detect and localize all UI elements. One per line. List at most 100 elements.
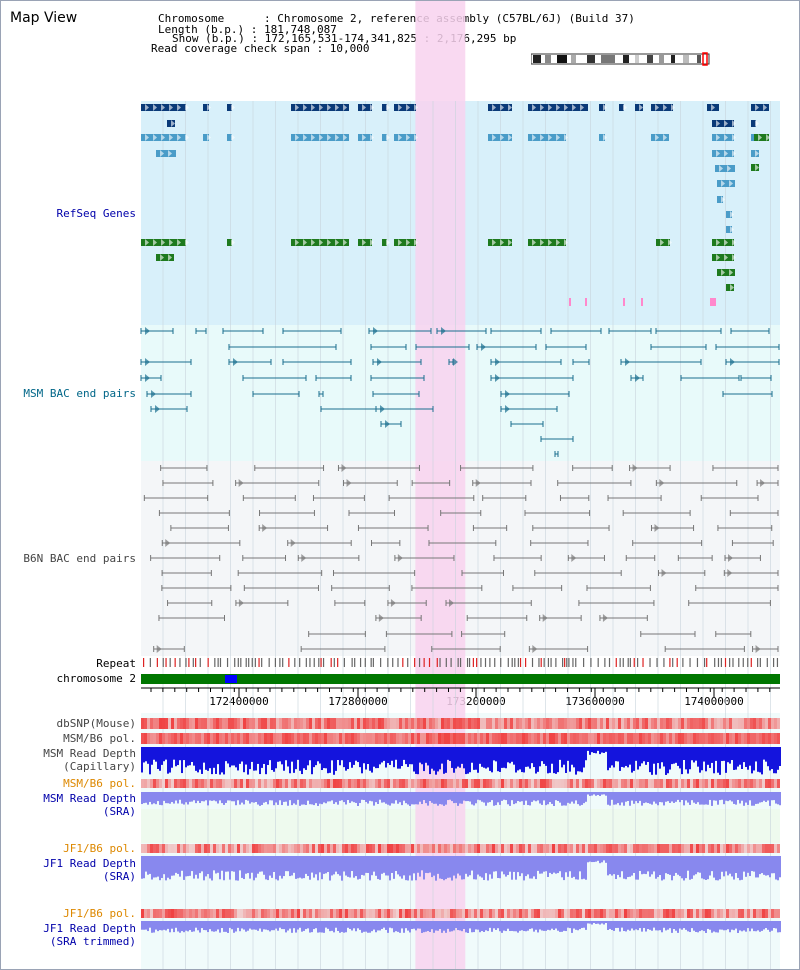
snp-density-cell [510,909,513,918]
read-depth-bar [725,747,727,773]
track-label-jf1-depth-trim[interactable]: JF1 Read Depth [43,922,136,935]
read-depth-bar [531,921,533,929]
snp-density-cell [618,733,621,744]
read-depth-bar [429,921,431,932]
snp-density-cell [660,779,663,788]
gene-strand-arrow [732,239,736,246]
read-depth-bar [343,856,345,872]
track-label-msm-depth-sra[interactable]: MSM Read Depth [43,792,136,805]
read-depth-bar [727,856,729,876]
snp-density-cell [381,718,384,729]
track-label-b6n-bac[interactable]: B6N BAC end pairs [23,552,136,565]
read-depth-bar [271,792,273,801]
snp-density-cell [156,718,159,729]
snp-density-cell [483,909,486,918]
read-depth-bar [295,856,297,879]
track-label-repeat[interactable]: Repeat [96,657,136,670]
snp-density-cell [144,779,147,788]
read-depth-bar [249,921,251,929]
snp-density-cell [750,733,753,744]
snp-density-cell [369,844,372,853]
read-depth-bar [191,921,193,932]
snp-density-cell [591,779,594,788]
snp-density-cell [690,844,693,853]
read-depth-bar [563,921,565,931]
track-label-msm-bac[interactable]: MSM BAC end pairs [23,387,136,400]
read-depth-bar [693,747,695,763]
read-depth-bar [559,792,561,803]
read-depth-bar [371,921,373,932]
read-depth-bar [473,856,475,880]
gene-strand-arrow [729,269,733,276]
snp-density-cell [444,779,447,788]
snp-density-cell [510,844,513,853]
read-depth-bar [199,747,201,770]
read-depth-bar [377,856,379,880]
track-label-jf1-b6-pol-1[interactable]: JF1/B6 pol. [63,842,136,855]
msm-bac-end-marker [145,374,150,382]
read-depth-bar [427,792,429,806]
read-depth-bar [687,747,689,774]
snp-density-cell [453,844,456,853]
track-label-msm-b6-pol-2[interactable]: MSM/B6 pol. [63,777,136,790]
track-label-msm-b6-pol-1[interactable]: MSM/B6 pol. [63,732,136,745]
read-depth-bar [771,792,773,801]
snp-density-cell [762,909,765,918]
read-depth-bar [627,856,629,878]
snp-density-cell [315,718,318,729]
read-depth-bar [551,792,553,804]
snp-density-cell [327,779,330,788]
read-depth-bar [379,921,381,931]
chromosome-ideogram[interactable] [531,52,711,66]
track-label-msm-depth-cap[interactable]: MSM Read Depth [43,747,136,760]
read-depth-bar [313,856,315,878]
snp-density-cell [534,909,537,918]
track-label-dbsnp[interactable]: dbSNP(Mouse) [56,717,136,730]
snp-density-cell [459,733,462,744]
snp-density-cell [666,733,669,744]
snp-density-cell [243,779,246,788]
snp-density-cell [660,909,663,918]
snp-density-cell [687,718,690,729]
gene-strand-arrow [177,239,181,246]
snp-density-cell [231,718,234,729]
read-depth-bar [173,856,175,876]
read-depth-bar [147,921,149,932]
read-depth-bar [579,747,581,772]
b6n-bac-end-marker [346,479,352,487]
snp-density-cell [408,844,411,853]
snp-density-cell [528,844,531,853]
track-label-jf1-b6-pol-2[interactable]: JF1/B6 pol. [63,907,136,920]
track-label-jf1-depth-sra[interactable]: JF1 Read Depth [43,857,136,870]
snp-density-cell [597,844,600,853]
snp-density-cell [321,909,324,918]
snp-density-cell [159,844,162,853]
repeat-element [615,658,617,667]
repeat-element [656,658,658,667]
snp-density-cell [288,909,291,918]
snp-density-cell [516,733,519,744]
length-info: Length (b.p.) : 181,748,087 [158,23,337,36]
snp-density-cell [165,844,168,853]
track-label-refseq[interactable]: RefSeq Genes [56,207,136,220]
read-depth-bar [525,856,527,877]
snp-density-cell [558,779,561,788]
snp-density-cell [504,909,507,918]
read-depth-bar [335,792,337,803]
read-depth-bar [749,856,751,877]
msm-bac-end-marker [145,358,150,366]
snp-density-cell [411,779,414,788]
b6n-bac-end-marker [661,569,667,577]
gene-strand-arrow [724,134,728,141]
read-depth-bar [517,792,519,802]
read-depth-bar [399,792,401,803]
snp-density-cell [315,909,318,918]
snp-density-cell [711,779,714,788]
read-depth-bar [383,921,385,928]
snp-density-cell [393,844,396,853]
read-depth-bar [631,747,633,773]
read-depth-bar [713,856,715,878]
snp-density-cell [624,733,627,744]
read-depth-bar [657,747,659,764]
